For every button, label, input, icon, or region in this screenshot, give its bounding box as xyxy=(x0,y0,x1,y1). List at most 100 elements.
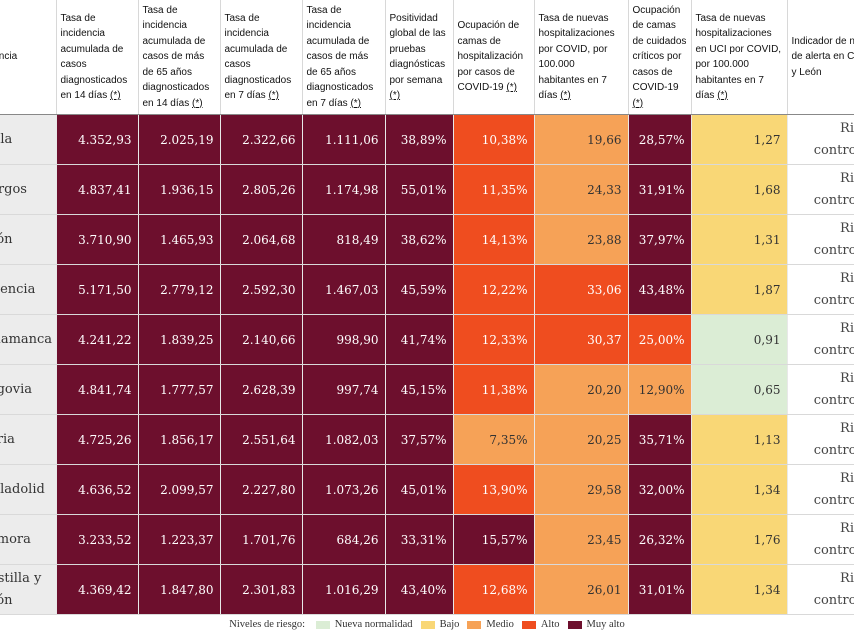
value-cell: 12,22% xyxy=(453,264,535,315)
covid-risk-table: Provincia Tasa de incidencia acumulada d… xyxy=(0,0,854,615)
value-cell: 30,37 xyxy=(534,314,629,365)
alert-indicator: Riesgo controlado xyxy=(787,364,854,415)
note-link[interactable]: (*) xyxy=(717,90,728,101)
value-cell: 2.322,66 xyxy=(220,114,303,165)
legend-label: Niveles de riesgo: xyxy=(229,619,306,630)
legend-item: Bajo xyxy=(420,619,459,630)
value-cell: 1,87 xyxy=(691,264,788,315)
province-name: Valladolid xyxy=(0,464,57,515)
value-cell: 43,48% xyxy=(628,264,692,315)
legend-item: Muy alto xyxy=(567,619,625,630)
value-cell: 29,58 xyxy=(534,464,629,515)
value-cell: 24,33 xyxy=(534,164,629,215)
value-cell: 23,45 xyxy=(534,514,629,565)
value-cell: 2.301,83 xyxy=(220,564,303,615)
header-indicador: Indicador de nivel de alerta en Castilla… xyxy=(787,0,854,115)
value-cell: 12,68% xyxy=(453,564,535,615)
value-cell: 1.847,80 xyxy=(138,564,221,615)
value-cell: 1.073,26 xyxy=(302,464,386,515)
header-ia7: Tasa de incidencia acumulada de casos di… xyxy=(220,0,303,115)
header-ia7-65: Tasa de incidencia acumulada de casos de… xyxy=(302,0,386,115)
province-name: Burgos xyxy=(0,164,57,215)
note-link[interactable]: (*) xyxy=(350,97,361,109)
value-cell: 1.111,06 xyxy=(302,114,386,165)
province-name: Ávila xyxy=(0,114,57,165)
value-cell: 19,66 xyxy=(534,114,629,165)
note-link[interactable]: (*) xyxy=(506,82,517,94)
value-cell: 1,13 xyxy=(691,414,788,465)
value-cell: 7,35% xyxy=(453,414,535,465)
value-cell: 5.171,50 xyxy=(56,264,139,315)
value-cell: 45,59% xyxy=(385,264,454,315)
table-row: León3.710,901.465,932.064,68818,4938,62%… xyxy=(0,214,854,265)
value-cell: 1.936,15 xyxy=(138,164,221,215)
province-name: Castilla y León xyxy=(0,564,57,615)
value-cell: 4.837,41 xyxy=(56,164,139,215)
province-name: Segovia xyxy=(0,364,57,415)
value-cell: 3.710,90 xyxy=(56,214,139,265)
note-link[interactable]: (*) xyxy=(110,90,121,101)
value-cell: 1.016,29 xyxy=(302,564,386,615)
value-cell: 12,90% xyxy=(628,364,692,415)
note-link[interactable]: (*) xyxy=(560,90,571,101)
legend-item: Medio xyxy=(467,619,514,630)
value-cell: 2.025,19 xyxy=(138,114,221,165)
value-cell: 35,71% xyxy=(628,414,692,465)
value-cell: 26,32% xyxy=(628,514,692,565)
alert-indicator: Riesgo controlado xyxy=(787,264,854,315)
value-cell: 1.701,76 xyxy=(220,514,303,565)
legend-item: Nueva normalidad xyxy=(315,619,413,630)
value-cell: 11,38% xyxy=(453,364,535,415)
value-cell: 37,97% xyxy=(628,214,692,265)
header-provincia: Provincia xyxy=(0,0,57,115)
risk-legend: Niveles de riesgo: Nueva normalidad Bajo M… xyxy=(0,619,854,630)
value-cell: 3.233,52 xyxy=(56,514,139,565)
legend-item-label: Medio xyxy=(486,619,514,630)
value-cell: 1.467,03 xyxy=(302,264,386,315)
note-link[interactable]: (*) xyxy=(389,90,401,101)
alert-indicator: Riesgo controlado xyxy=(787,564,854,615)
value-cell: 1.856,17 xyxy=(138,414,221,465)
value-cell: 45,15% xyxy=(385,364,454,415)
value-cell: 1.174,98 xyxy=(302,164,386,215)
value-cell: 10,38% xyxy=(453,114,535,165)
table-row: Burgos4.837,411.936,152.805,261.174,9855… xyxy=(0,164,854,215)
value-cell: 38,62% xyxy=(385,214,454,265)
header-nuevas-uci: Tasa de nuevas hospitalizaciones en UCI … xyxy=(691,0,788,115)
value-cell: 1.839,25 xyxy=(138,314,221,365)
alert-indicator: Riesgo controlado xyxy=(787,464,854,515)
legend-item-label: Alto xyxy=(540,619,560,630)
value-cell: 43,40% xyxy=(385,564,454,615)
value-cell: 41,74% xyxy=(385,314,454,365)
note-link[interactable]: (*) xyxy=(268,90,279,101)
value-cell: 33,31% xyxy=(385,514,454,565)
value-cell: 55,01% xyxy=(385,164,454,215)
value-cell: 2.805,26 xyxy=(220,164,303,215)
value-cell: 26,01 xyxy=(534,564,629,615)
value-cell: 4.352,93 xyxy=(56,114,139,165)
value-cell: 23,88 xyxy=(534,214,629,265)
table-row: Soria4.725,261.856,172.551,641.082,0337,… xyxy=(0,414,854,465)
table-row: Valladolid4.636,522.099,572.227,801.073,… xyxy=(0,464,854,515)
province-name: Zamora xyxy=(0,514,57,565)
legend-swatch xyxy=(467,620,482,629)
legend-item: Alto xyxy=(521,619,560,630)
header-positividad: Positividad global de las pruebas diagnó… xyxy=(385,0,454,115)
value-cell: 1,34 xyxy=(691,564,788,615)
value-cell: 2.628,39 xyxy=(220,364,303,415)
note-link[interactable]: (*) xyxy=(192,97,203,109)
value-cell: 2.592,30 xyxy=(220,264,303,315)
note-link[interactable]: (*) xyxy=(632,97,644,109)
value-cell: 2.099,57 xyxy=(138,464,221,515)
legend-item-label: Muy alto xyxy=(586,619,625,630)
value-cell: 2.551,64 xyxy=(220,414,303,465)
legend-swatch xyxy=(567,620,582,629)
alert-indicator: Riesgo controlado xyxy=(787,114,854,165)
value-cell: 1.223,37 xyxy=(138,514,221,565)
alert-indicator: Riesgo controlado xyxy=(787,164,854,215)
alert-indicator: Riesgo controlado xyxy=(787,314,854,365)
value-cell: 2.064,68 xyxy=(220,214,303,265)
alert-indicator: Riesgo controlado xyxy=(787,414,854,465)
province-name: Soria xyxy=(0,414,57,465)
legend-swatch xyxy=(315,620,330,629)
